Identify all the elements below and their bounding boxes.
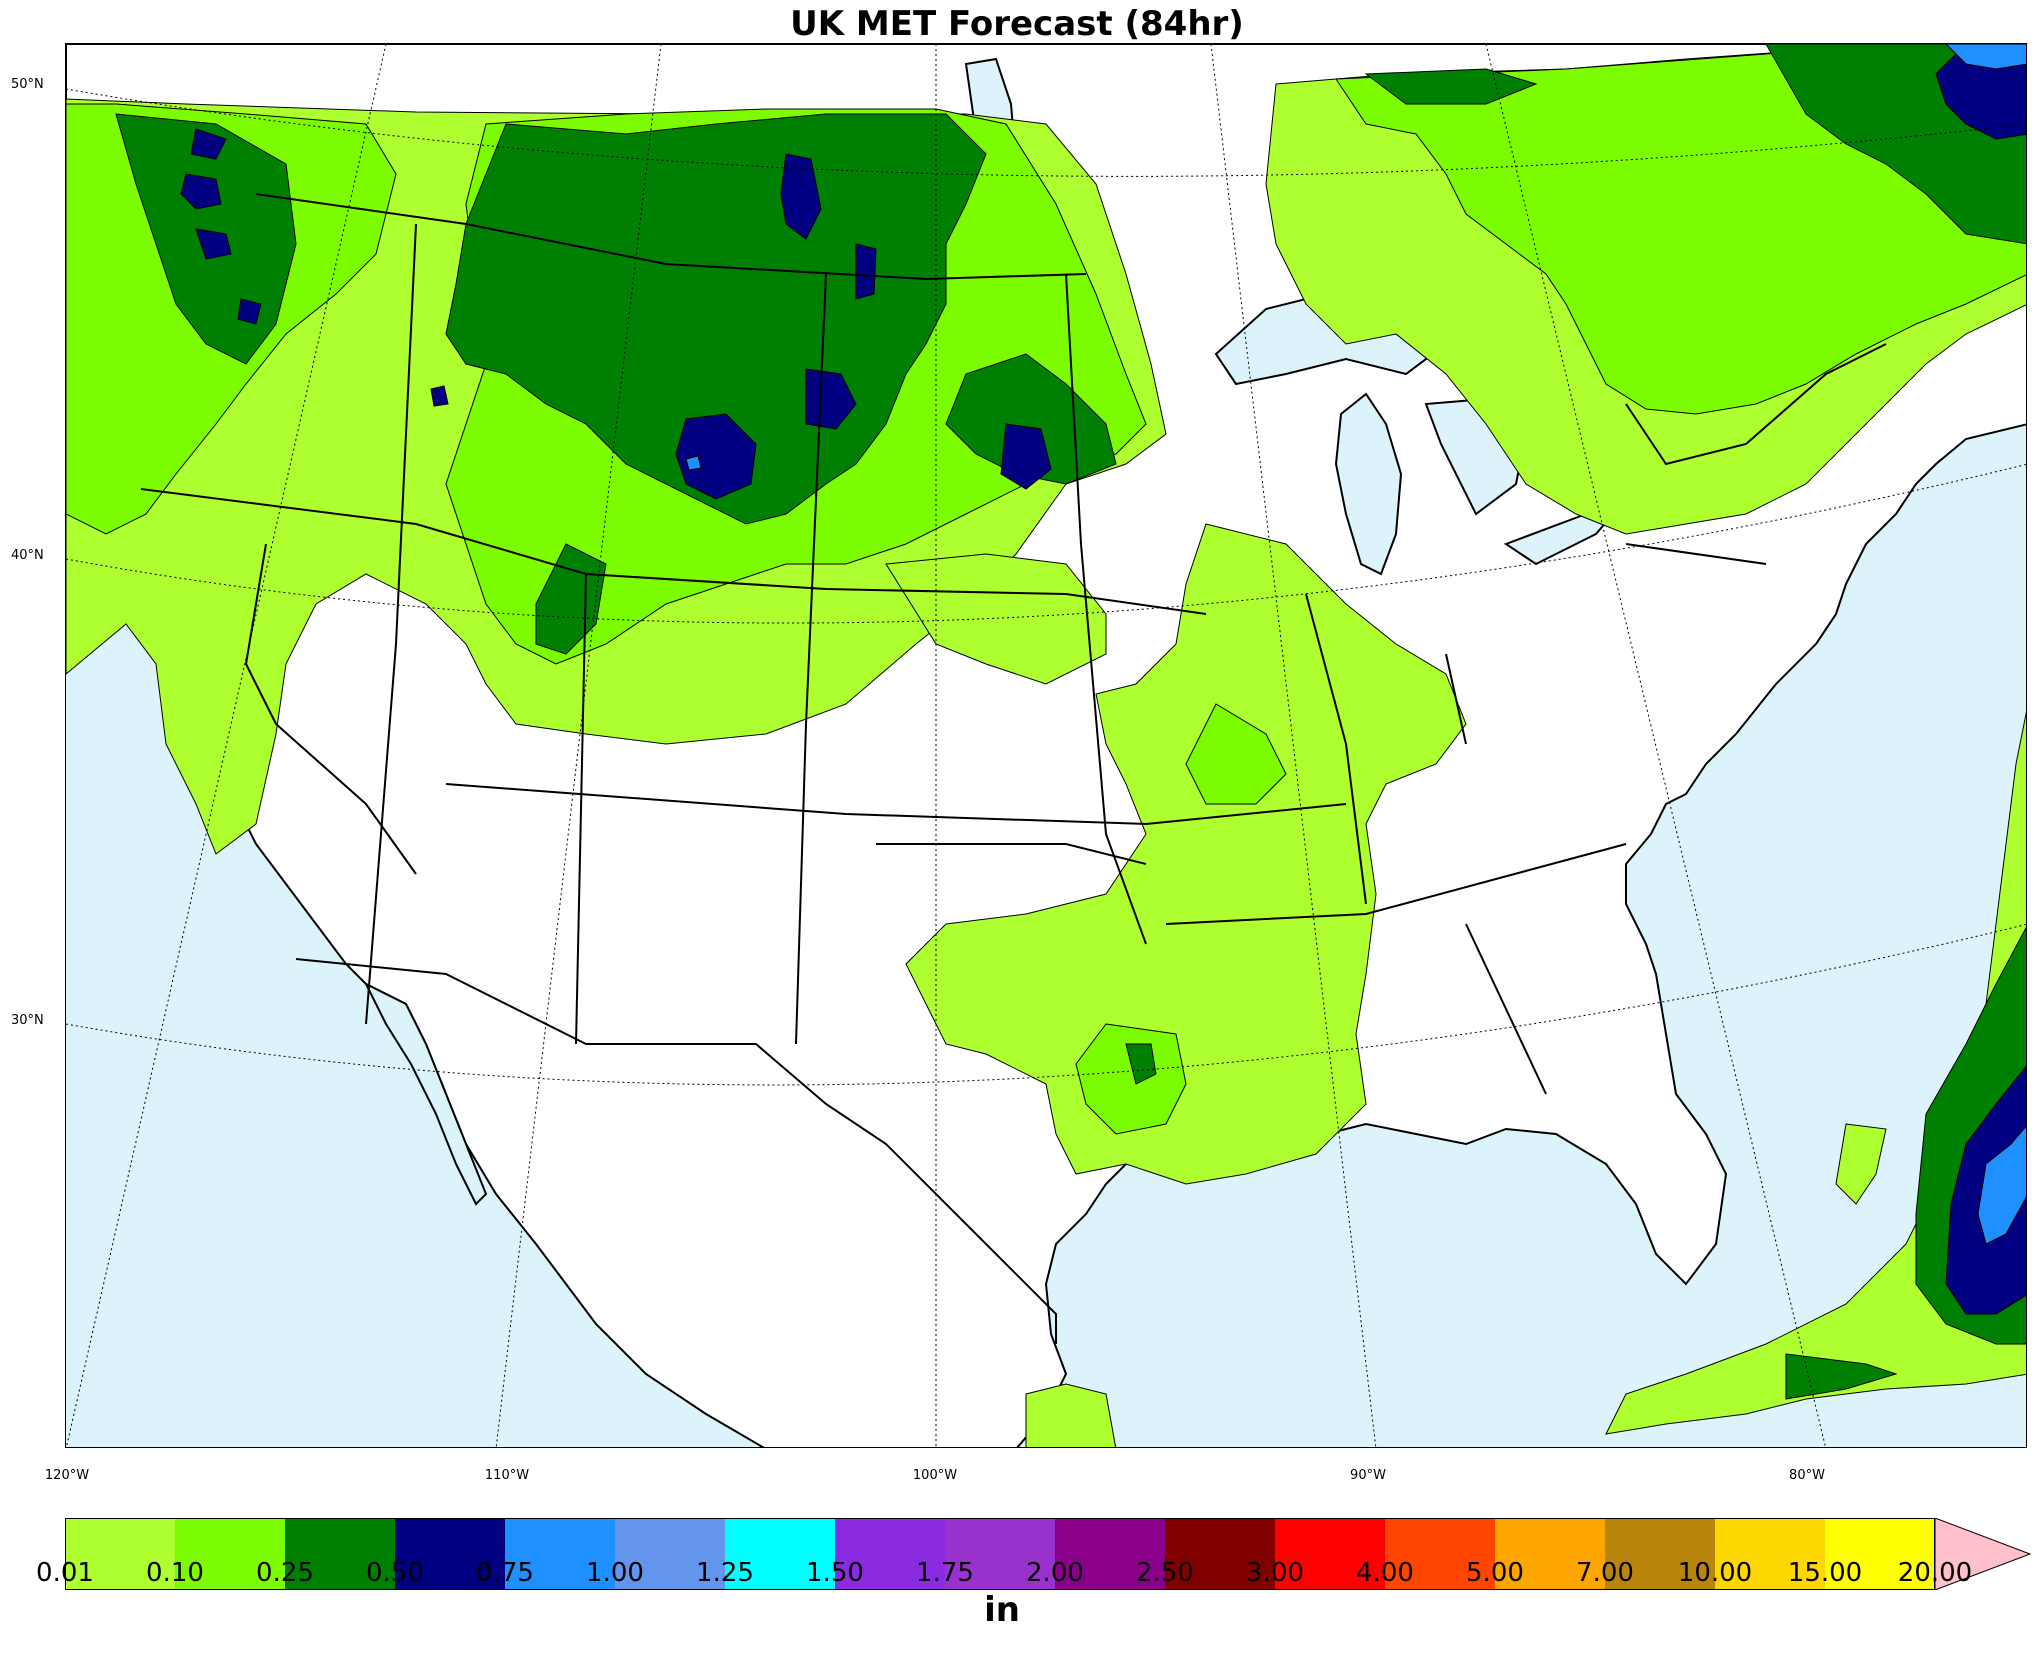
colorbar-swatch-15 <box>1715 1518 1825 1590</box>
lon-label-100: 100°W <box>912 1468 958 1483</box>
colorbar-swatch-11 <box>1275 1518 1385 1590</box>
colorbar-tick-label: 10.00 <box>1677 1558 1753 1588</box>
map-title: UK MET Forecast (84hr) <box>790 4 1244 44</box>
colorbar-tick-label: 4.00 <box>1356 1558 1414 1588</box>
colorbar-tick-label: 2.50 <box>1136 1558 1194 1588</box>
colorbar-swatch-9 <box>1055 1518 1165 1590</box>
lat-label-40: 40°N <box>11 548 44 563</box>
colorbar-swatch-16 <box>1825 1518 1935 1590</box>
colorbar-swatch-5 <box>615 1518 725 1590</box>
colorbar-tick-label: 1.25 <box>696 1558 754 1588</box>
lat-label-30: 30°N <box>11 1013 44 1028</box>
lake-michigan <box>1334 392 1403 576</box>
colorbar-tick-label: 0.50 <box>366 1558 424 1588</box>
colorbar-swatch-10 <box>1165 1518 1275 1590</box>
colorbar-swatch-1 <box>175 1518 285 1590</box>
state-boundaries <box>140 193 1887 1344</box>
colorbar-tick-label: 0.10 <box>146 1558 204 1588</box>
colorbar-swatch-14 <box>1605 1518 1715 1590</box>
colorbar-swatch-6 <box>725 1518 835 1590</box>
colorbar-swatch-13 <box>1495 1518 1605 1590</box>
colorbar-outline <box>65 1518 1935 1590</box>
colorbar-tick-label: 1.75 <box>916 1558 974 1588</box>
lon-label-80: 80°W <box>1789 1468 1825 1483</box>
colorbar-swatch-2 <box>285 1518 395 1590</box>
colorbar-tick-label: 0.01 <box>36 1558 94 1588</box>
colorbar-swatch-7 <box>835 1518 945 1590</box>
colorbar <box>65 1518 2032 1590</box>
graticule <box>66 44 2026 1447</box>
colorbar-tick-label: 0.75 <box>476 1558 534 1588</box>
colorbar-swatch-3 <box>395 1518 505 1590</box>
colorbar-tick-label: 15.00 <box>1787 1558 1863 1588</box>
colorbar-swatch-8 <box>945 1518 1055 1590</box>
lon-label-110: 110°W <box>484 1468 530 1483</box>
colorbar-swatch-0 <box>65 1518 175 1590</box>
gulf-of-california <box>363 981 488 1206</box>
precip-0.75 <box>685 44 2026 1245</box>
colorbar-units-label: in <box>0 1590 2034 1630</box>
lon-label-120: 120°W <box>44 1468 90 1483</box>
colorbar-tick-label: 1.50 <box>806 1558 864 1588</box>
units-text: in <box>984 1590 1020 1630</box>
colorbar-swatch-4 <box>505 1518 615 1590</box>
lat-label-50: 50°N <box>11 77 44 92</box>
colorbar-tick-label: 3.00 <box>1246 1558 1304 1588</box>
lon-label-90: 90°W <box>1350 1468 1386 1483</box>
colorbar-swatch-12 <box>1385 1518 1495 1590</box>
colorbar-tick-label: 20.00 <box>1897 1558 1973 1588</box>
colorbar-tick-label: 1.00 <box>586 1558 644 1588</box>
colorbar-tick-label: 0.25 <box>256 1558 314 1588</box>
colorbar-tick-label: 7.00 <box>1576 1558 1634 1588</box>
colorbar-tick-label: 5.00 <box>1466 1558 1524 1588</box>
map-canvas <box>66 44 2026 1447</box>
precipitation-map <box>65 43 2027 1448</box>
colorbar-tick-label: 2.00 <box>1026 1558 1084 1588</box>
